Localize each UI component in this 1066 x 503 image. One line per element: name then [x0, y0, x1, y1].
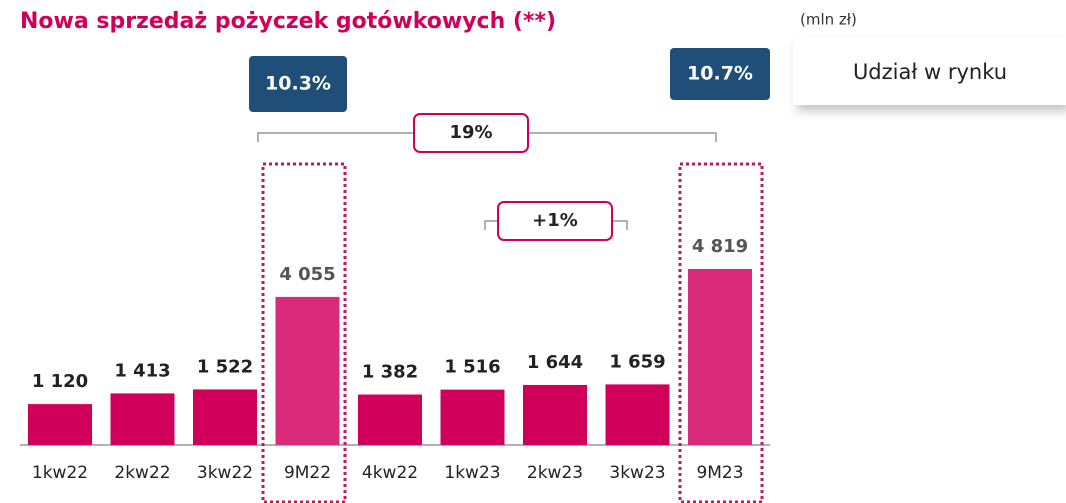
bar: [523, 384, 587, 445]
value-label: 1 120: [32, 371, 88, 392]
growth-box: [497, 201, 613, 241]
share-label: 10.3%: [265, 73, 331, 95]
chart-title: Nowa sprzedaż pożyczek gotówkowych (**): [20, 9, 556, 34]
x-tick-label: 3kw22: [197, 463, 253, 483]
legend-box: [793, 38, 1066, 105]
bar: [605, 384, 670, 445]
value-label: 4 819: [692, 236, 748, 257]
value-label: 1 382: [362, 362, 418, 383]
value-label: 1 413: [114, 360, 170, 381]
bar: [193, 389, 257, 445]
x-tick-label: 1kw23: [444, 463, 500, 483]
bar: [275, 296, 340, 445]
value-label: 4 055: [279, 264, 335, 285]
growth-box: [413, 113, 529, 153]
value-label: 1 516: [444, 357, 500, 378]
x-tick-label: 3kw23: [609, 463, 665, 483]
legend-label: Udział w rynku: [853, 60, 1007, 84]
x-tick-label: 2kw22: [114, 463, 170, 483]
share-box: [670, 48, 770, 100]
x-tick-label: 2kw23: [527, 463, 583, 483]
share-label: 10.7%: [687, 63, 753, 85]
share-box: [249, 56, 347, 112]
value-label: 1 659: [609, 351, 665, 372]
unit-label: (mln zł): [800, 11, 857, 29]
bar: [688, 269, 752, 445]
bar: [110, 393, 175, 445]
bar: [28, 404, 92, 445]
x-tick-label: 1kw22: [32, 463, 88, 483]
x-tick-label: 9M23: [696, 463, 743, 483]
bar: [440, 389, 505, 445]
x-tick-label: 4kw22: [362, 463, 418, 483]
value-label: 1 522: [197, 356, 253, 377]
bar: [358, 394, 422, 445]
value-label: 1 644: [527, 352, 583, 373]
growth-label: +1%: [532, 210, 578, 231]
growth-label: 19%: [449, 122, 492, 143]
x-tick-label: 9M22: [284, 463, 331, 483]
